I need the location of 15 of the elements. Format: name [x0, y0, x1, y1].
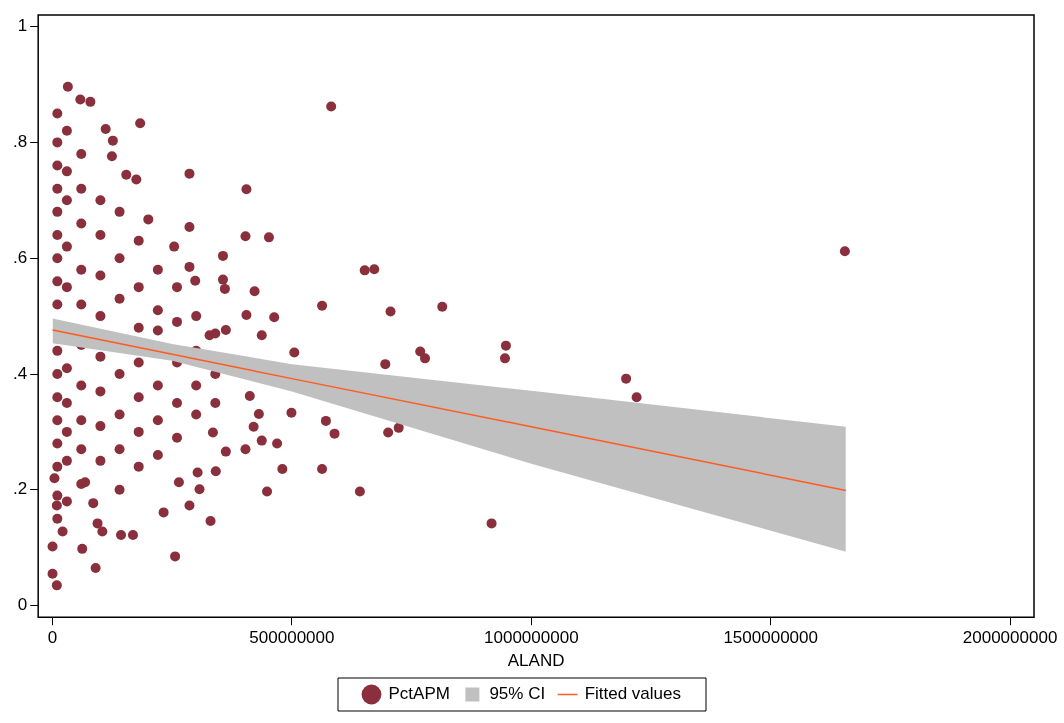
- x-tick-label: 2000000000: [962, 628, 1058, 648]
- y-tick-label: .8: [12, 132, 28, 152]
- y-tick-label: .6: [12, 247, 28, 267]
- x-tick-label: 1000000000: [484, 628, 579, 648]
- x-tick-label: 500000000: [249, 628, 335, 648]
- x-axis-title: ALAND: [507, 651, 565, 671]
- y-tick-label: 0: [17, 595, 28, 615]
- y-tick-label: 1: [17, 16, 28, 36]
- legend-label: Fitted values: [584, 684, 682, 704]
- legend-label: 95% CI: [489, 684, 546, 704]
- x-tick-label: 1500000000: [723, 628, 818, 648]
- y-tick-label: .4: [12, 363, 28, 383]
- x-tick-label: 0: [47, 628, 58, 648]
- y-tick-label: .2: [12, 479, 28, 499]
- legend-label: PctAPM: [388, 684, 450, 704]
